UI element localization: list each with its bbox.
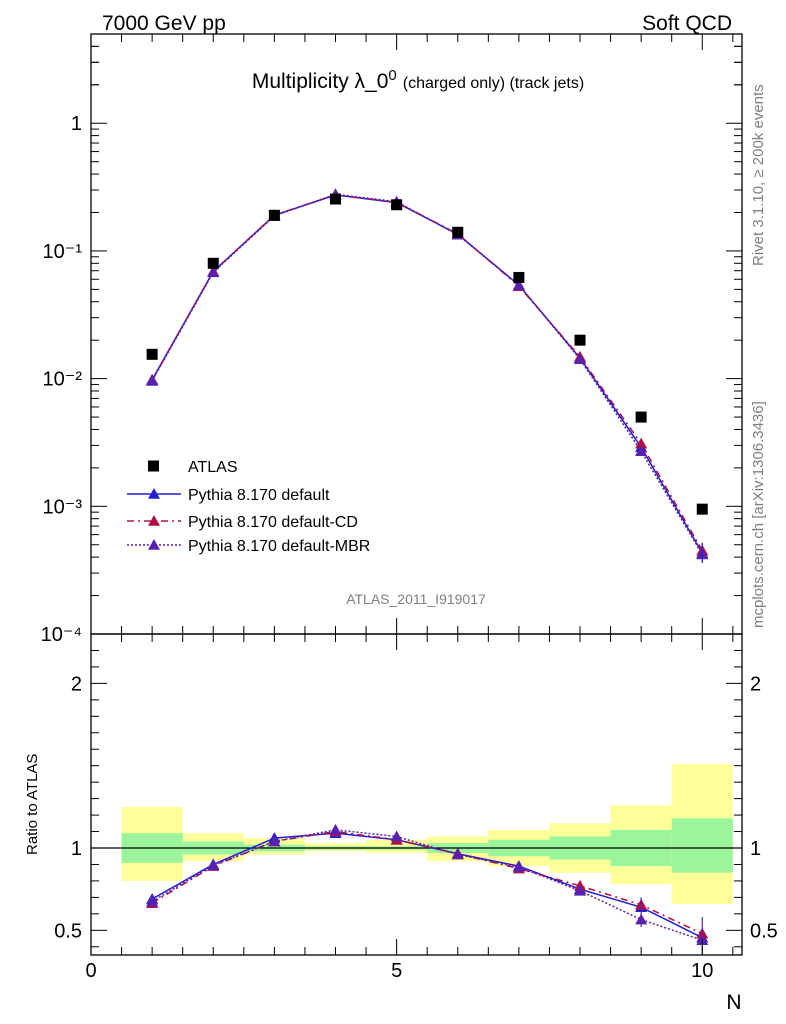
legend-marker bbox=[148, 515, 160, 526]
ratio-point bbox=[512, 860, 525, 872]
top-panel: 10⁻⁴ 10⁻³ 10⁻² 10⁻¹ 1 bbox=[41, 33, 743, 646]
data-point bbox=[268, 209, 280, 221]
legend: ATLAS Pythia 8.170 default Pythia 8.170 de… bbox=[127, 459, 370, 555]
legend-label: Pythia 8.170 default-MBR bbox=[188, 538, 370, 555]
data-point bbox=[452, 226, 464, 238]
ratio-point bbox=[329, 823, 342, 835]
legend-label: Pythia 8.170 default bbox=[188, 487, 330, 504]
ratio-point bbox=[451, 848, 464, 860]
data-point bbox=[574, 353, 587, 364]
data-point bbox=[513, 271, 525, 283]
ratio-y-tick-label-right: 1 bbox=[750, 838, 761, 860]
legend-marker bbox=[148, 460, 159, 472]
ratio-frame bbox=[90, 633, 743, 956]
ratio-y-tick-label: 2 bbox=[71, 673, 82, 695]
top-title-sub: (charged only) (track jets) bbox=[403, 75, 584, 92]
data-point bbox=[146, 374, 159, 386]
legend-marker bbox=[148, 488, 160, 499]
data-point bbox=[146, 348, 158, 360]
watermark: ATLAS_2011_I919017 bbox=[346, 591, 486, 607]
data-point bbox=[635, 437, 648, 449]
ratio-point bbox=[268, 835, 281, 847]
side-label-bottom: mcplots.cern.ch [arXiv:1306.3436] bbox=[750, 401, 767, 628]
data-point bbox=[635, 445, 648, 457]
legend-label: Pythia 8.170 default-CD bbox=[188, 514, 358, 531]
ratio-y-tick-label: 0.5 bbox=[54, 920, 82, 942]
ratio-line bbox=[151, 829, 703, 941]
y-tick-label: 1 bbox=[71, 113, 82, 135]
ratio-y-tick-label: 1 bbox=[71, 838, 82, 860]
side-label-top: Rivet 3.1.10, ≥ 200k events bbox=[750, 84, 767, 266]
top-title-sup: 0 bbox=[388, 67, 396, 84]
x-tick-label: 5 bbox=[391, 960, 402, 982]
data-point bbox=[512, 279, 525, 290]
ratio-point bbox=[390, 830, 403, 842]
series-line bbox=[151, 193, 703, 555]
ratio-point bbox=[207, 859, 220, 871]
y-tick-label: 10⁻² bbox=[43, 369, 83, 391]
top-title: Multiplicity λ_00 (charged only) (track j… bbox=[252, 67, 584, 93]
data-point bbox=[574, 334, 586, 346]
data-point bbox=[207, 257, 219, 269]
ratio-line bbox=[151, 830, 703, 935]
data-point bbox=[635, 411, 647, 423]
uncertainty-band-inner bbox=[671, 818, 733, 873]
ratio-y-tick-label-right: 0.5 bbox=[750, 920, 778, 942]
data-point bbox=[207, 266, 220, 278]
legend-marker bbox=[148, 539, 160, 550]
data-point bbox=[330, 193, 342, 205]
x-tick-label: 10 bbox=[691, 960, 713, 982]
ratio-panel: 0.5 0.5 1 1 2 2 0 5 10 bbox=[54, 633, 778, 982]
y-tick-label: 10⁻³ bbox=[43, 496, 83, 518]
legend-label: ATLAS bbox=[188, 459, 238, 476]
x-tick-label: 0 bbox=[85, 960, 96, 982]
y-tick-label: 10⁻¹ bbox=[43, 241, 83, 263]
ratio-ylabel: Ratio to ATLAS bbox=[24, 754, 41, 855]
ratio-y-tick-label-right: 2 bbox=[750, 673, 761, 695]
top-title-main: Multiplicity λ_0 bbox=[252, 70, 389, 93]
x-axis-label: N bbox=[726, 991, 741, 1014]
header-left: 7000 GeV pp bbox=[102, 12, 226, 35]
data-point bbox=[696, 503, 708, 515]
ratio-point bbox=[574, 884, 587, 896]
data-point bbox=[391, 199, 403, 211]
header-right: Soft QCD bbox=[642, 12, 732, 35]
y-tick-label: 10⁻⁴ bbox=[41, 624, 82, 646]
